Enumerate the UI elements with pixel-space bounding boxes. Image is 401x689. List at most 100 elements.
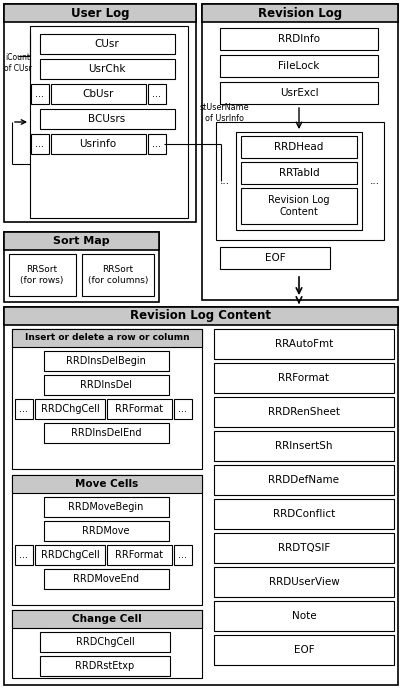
Bar: [213, 533, 393, 563]
Text: Move Cells: Move Cells: [75, 479, 138, 489]
Text: CUsr: CUsr: [94, 39, 119, 49]
Bar: [213, 397, 393, 427]
Text: RRDRstEtxp: RRDRstEtxp: [75, 661, 134, 671]
Bar: [219, 82, 377, 104]
Text: RRTabId: RRTabId: [278, 168, 318, 178]
Text: RRFormat: RRFormat: [278, 373, 329, 383]
Text: Revision Log Content: Revision Log Content: [130, 309, 271, 322]
Bar: [241, 188, 356, 224]
Text: Insert or delete a row or column: Insert or delete a row or column: [24, 333, 189, 342]
Bar: [44, 423, 168, 443]
Bar: [35, 399, 105, 419]
Text: Revision Log: Revision Log: [257, 6, 341, 19]
Text: ...: ...: [20, 404, 28, 414]
Bar: [82, 254, 154, 296]
Text: Change Cell: Change Cell: [72, 614, 142, 624]
Bar: [31, 84, 49, 104]
Text: RRSort
(for columns): RRSort (for columns): [87, 265, 148, 285]
Text: RRDChgCell: RRDChgCell: [41, 404, 99, 414]
Bar: [9, 254, 76, 296]
Text: RRDMoveEnd: RRDMoveEnd: [73, 574, 139, 584]
Text: EOF: EOF: [293, 645, 314, 655]
Text: EOF: EOF: [264, 253, 285, 263]
Bar: [44, 351, 168, 371]
Text: RRDDefName: RRDDefName: [268, 475, 339, 485]
Bar: [174, 545, 192, 565]
Text: RRDInsDelEnd: RRDInsDelEnd: [71, 428, 141, 438]
Text: RRDHead: RRDHead: [273, 142, 323, 152]
Bar: [51, 134, 146, 154]
Text: RRDUserView: RRDUserView: [268, 577, 338, 587]
Bar: [4, 4, 196, 222]
Text: RRDChgCell: RRDChgCell: [41, 550, 99, 560]
Bar: [219, 247, 329, 269]
Text: ...: ...: [152, 139, 161, 149]
Bar: [4, 232, 159, 302]
Bar: [213, 601, 393, 631]
Text: RRDMove: RRDMove: [82, 526, 130, 536]
Text: RRAutoFmt: RRAutoFmt: [274, 339, 332, 349]
Text: RRDConflict: RRDConflict: [272, 509, 334, 519]
Text: Sort Map: Sort Map: [53, 236, 109, 246]
Bar: [219, 28, 377, 50]
Bar: [44, 497, 168, 517]
Text: ...: ...: [35, 139, 45, 149]
Bar: [213, 499, 393, 529]
Bar: [44, 375, 168, 395]
Bar: [4, 307, 397, 685]
Bar: [12, 475, 201, 493]
Bar: [4, 4, 196, 22]
Text: UsrChk: UsrChk: [88, 64, 126, 74]
Text: ...: ...: [219, 176, 229, 186]
Bar: [51, 84, 146, 104]
Bar: [12, 610, 201, 678]
Bar: [12, 329, 201, 469]
Text: ...: ...: [369, 176, 379, 186]
Text: RRDRenSheet: RRDRenSheet: [267, 407, 339, 417]
Bar: [12, 475, 201, 605]
Bar: [107, 545, 172, 565]
Text: RRDInsDelBegin: RRDInsDelBegin: [66, 356, 146, 366]
Bar: [4, 307, 397, 325]
Bar: [107, 399, 172, 419]
Bar: [213, 363, 393, 393]
Bar: [213, 567, 393, 597]
Text: RRSort
(for rows): RRSort (for rows): [20, 265, 63, 285]
Bar: [241, 162, 356, 184]
Bar: [40, 632, 170, 652]
Bar: [30, 26, 188, 218]
Bar: [40, 34, 174, 54]
Bar: [215, 122, 383, 240]
Text: RRDChgCell: RRDChgCell: [75, 637, 134, 647]
Bar: [201, 4, 397, 22]
Text: RRInsertSh: RRInsertSh: [275, 441, 332, 451]
Bar: [241, 136, 356, 158]
Text: CbUsr: CbUsr: [82, 89, 113, 99]
Bar: [15, 545, 33, 565]
Bar: [213, 635, 393, 665]
Text: stUserName
of UsrInfo: stUserName of UsrInfo: [200, 103, 249, 123]
Bar: [213, 329, 393, 359]
Bar: [40, 656, 170, 676]
Bar: [12, 610, 201, 628]
Text: ...: ...: [20, 550, 28, 560]
Text: Note: Note: [291, 611, 316, 621]
Text: UsrExcl: UsrExcl: [279, 88, 318, 98]
Text: RRDMoveBegin: RRDMoveBegin: [68, 502, 143, 512]
Bar: [12, 329, 201, 347]
Bar: [44, 521, 168, 541]
Bar: [40, 109, 174, 129]
Bar: [213, 465, 393, 495]
Text: RRFormat: RRFormat: [115, 404, 163, 414]
Bar: [4, 232, 159, 250]
Bar: [148, 134, 166, 154]
Bar: [15, 399, 33, 419]
Text: Revision Log
Content: Revision Log Content: [267, 195, 329, 217]
Text: ...: ...: [152, 89, 161, 99]
Bar: [148, 84, 166, 104]
Bar: [201, 4, 397, 300]
Bar: [44, 569, 168, 589]
Text: ...: ...: [35, 89, 45, 99]
Text: RRDInsDel: RRDInsDel: [80, 380, 132, 390]
Bar: [40, 59, 174, 79]
